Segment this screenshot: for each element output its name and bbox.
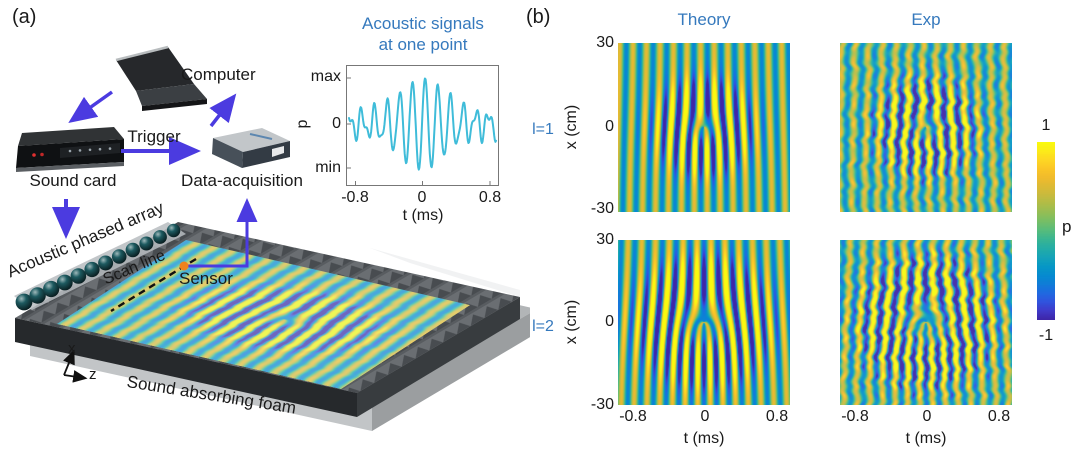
daq-photo — [212, 128, 290, 168]
col-title-theory: Theory — [677, 10, 731, 29]
xlabel-exp: t (ms) — [905, 430, 947, 447]
xtick-exp-2: 0 — [922, 408, 932, 425]
xtick-exp-1: -0.8 — [841, 408, 869, 425]
ytick-row2-mid: 0 — [605, 313, 614, 330]
heatmap-theory-l1 — [618, 43, 790, 212]
foam-side-face — [357, 297, 520, 417]
xtick-exp-3: 0.8 — [987, 408, 1011, 425]
colorbar — [1037, 142, 1055, 320]
axis-x-label: x — [68, 340, 76, 357]
ytick-row1-mid: 0 — [605, 118, 614, 135]
sound-card-label: Sound card — [29, 171, 117, 190]
daq-label: Data-acquisition — [181, 171, 303, 190]
xlabel-theory: t (ms) — [683, 430, 725, 447]
inset-xlabel: t (ms) — [402, 207, 444, 224]
ytick-row2-top: 30 — [596, 231, 614, 248]
col-title-exp: Exp — [911, 10, 941, 29]
inset-ytick-zero: 0 — [332, 115, 341, 132]
inset-xtick-3: 0.8 — [478, 189, 502, 206]
foam-glare — [370, 248, 520, 297]
row-label-l1: l=1 — [532, 121, 554, 138]
inset-xtick-2: 0 — [417, 189, 427, 206]
inset-title: Acoustic signals at one point — [332, 13, 514, 55]
heatmap-exp-l2 — [840, 240, 1012, 405]
trigger-label: Trigger — [127, 127, 181, 146]
inset-title-line2: at one point — [378, 35, 468, 54]
sensor-label: Sensor — [179, 269, 233, 288]
inset-ylabel: p — [294, 119, 311, 129]
ytick-row1-top: 30 — [596, 34, 614, 51]
colorbar-label: p — [1062, 217, 1072, 236]
light-board-side — [372, 313, 530, 431]
heatmap-exp-l1 — [840, 43, 1012, 212]
row-label-l2: l=2 — [532, 318, 554, 335]
ytick-row1-bot: -30 — [590, 200, 614, 217]
foam-front-face — [15, 318, 357, 417]
inset-ytick-min: min — [315, 159, 341, 176]
ytick-row2-bot: -30 — [590, 396, 614, 413]
inset-xtick-1: -0.8 — [341, 189, 369, 206]
inset-ytick-max: max — [310, 68, 341, 85]
xtick-theory-2: 0 — [700, 408, 710, 425]
xtick-theory-1: -0.8 — [619, 408, 647, 425]
inset-plot-box — [346, 65, 499, 186]
sound-card-photo — [16, 127, 124, 172]
inset-title-line1: Acoustic signals — [362, 14, 484, 33]
colorbar-tick-bottom: -1 — [1038, 327, 1054, 344]
xtick-theory-3: 0.8 — [765, 408, 789, 425]
colorbar-tick-top: 1 — [1041, 117, 1051, 134]
heatmap-theory-l2 — [618, 240, 790, 405]
computer-photo — [115, 45, 207, 111]
computer-label: Computer — [181, 65, 256, 84]
panel-b-tag: (b) — [526, 6, 551, 28]
panel-a-tag: (a) — [12, 6, 37, 28]
inset-waveform-svg — [347, 77, 497, 185]
acoustic-signal-trace — [348, 77, 497, 171]
axis-z-label: z — [89, 366, 97, 383]
